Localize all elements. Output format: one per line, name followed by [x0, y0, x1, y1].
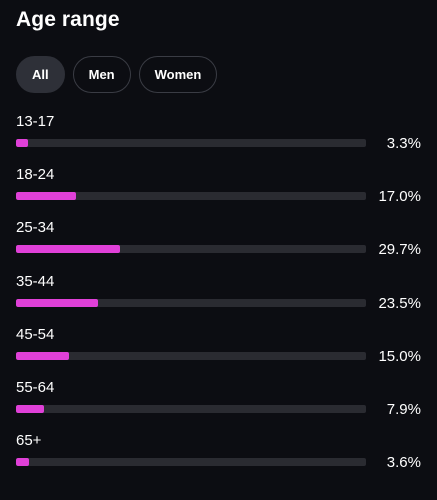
age-range-percent: 7.9%: [386, 400, 421, 418]
age-range-row: 35-44 23.5%: [16, 271, 426, 324]
age-range-bar-fill: [16, 192, 76, 201]
age-range-bar-track: [16, 139, 366, 147]
age-range-row: 55-64 7.9%: [16, 377, 426, 430]
age-range-row: 18-24 17.0%: [16, 164, 426, 217]
age-range-percent: 15.0%: [378, 347, 421, 365]
age-range-label: 13-17: [16, 113, 55, 130]
age-range-bar-fill: [16, 298, 99, 307]
filter-women-button[interactable]: Women: [138, 56, 218, 93]
age-range-percent: 23.5%: [378, 294, 421, 312]
gender-filter-group: All Men Women: [16, 56, 218, 93]
age-range-label: 45-54: [16, 325, 55, 343]
filter-all-button[interactable]: All: [16, 56, 65, 93]
age-range-percent: 3.6%: [386, 454, 421, 472]
age-range-row: 13-17 3.3%: [16, 111, 426, 164]
age-range-bar-track: [16, 404, 366, 413]
age-range-bar-track: [16, 351, 366, 360]
age-range-label: 55-64: [16, 378, 55, 396]
age-range-bar-track: [16, 458, 366, 467]
age-range-label: 35-44: [16, 272, 55, 290]
age-range-bar-fill: [16, 245, 120, 254]
age-range-percent: 3.3%: [386, 135, 421, 152]
age-range-row: 45-54 15.0%: [16, 324, 426, 377]
age-range-label: 25-34: [16, 219, 55, 237]
age-range-row: 25-34 29.7%: [16, 217, 426, 270]
age-range-bar-track: [16, 298, 366, 307]
age-range-list: 13-17 3.3% 18-24 17.0% 25-34 29.7% 35-44…: [16, 111, 426, 483]
age-range-label: 18-24: [16, 166, 55, 184]
age-range-bar-fill: [16, 404, 44, 413]
age-range-bar-track: [16, 245, 366, 254]
age-range-bar-fill: [16, 139, 28, 147]
age-range-row: 65+ 3.6%: [16, 430, 426, 483]
filter-men-button[interactable]: Men: [72, 56, 131, 93]
age-range-bar-fill: [16, 351, 69, 360]
age-range-bar-fill: [16, 458, 29, 467]
age-range-label: 65+: [16, 432, 42, 450]
page-title: Age range: [16, 8, 120, 31]
age-range-percent: 29.7%: [378, 241, 421, 259]
age-range-percent: 17.0%: [378, 188, 421, 206]
age-range-bar-track: [16, 192, 366, 201]
